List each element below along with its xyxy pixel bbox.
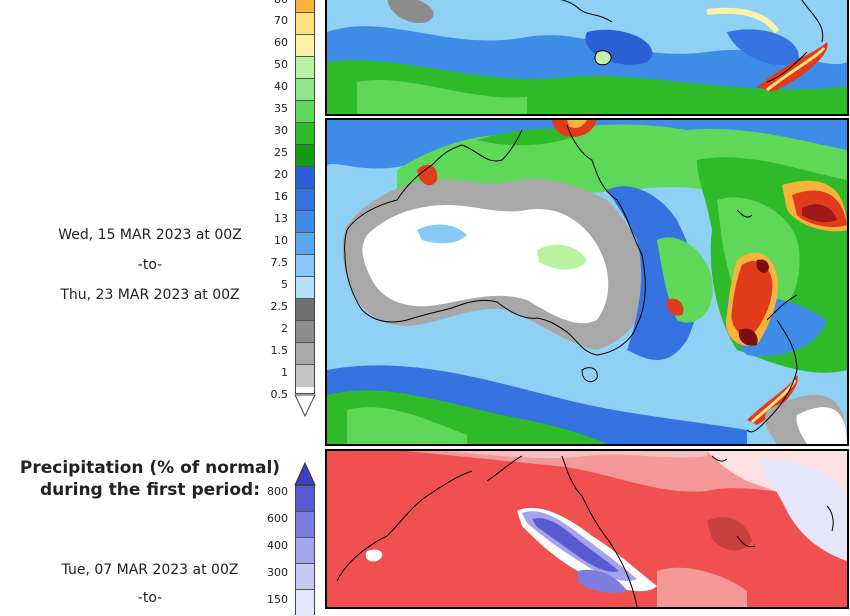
tick-label: 2.5 [270, 300, 289, 313]
tick-label: 7.5 [270, 256, 289, 269]
tick-label: 1 [281, 366, 288, 379]
tick-label: 400 [267, 539, 288, 552]
tick-label: 80 [248, 0, 288, 6]
precip-map-period-1 [325, 0, 849, 116]
tick-label: 600 [267, 512, 288, 525]
tick-label: 35 [274, 102, 288, 115]
period-separator: -to- [137, 257, 163, 273]
first-period-start-date: Tue, 07 MAR 2023 at 00Z [61, 562, 239, 578]
pct-normal-title-line1: Precipitation (% of normal) [19, 458, 281, 478]
period-end-date: Thu, 23 MAR 2023 at 00Z [60, 287, 240, 303]
tick-label: 16 [274, 190, 288, 203]
tick-label: 300 [267, 566, 288, 579]
tick-label: 13 [274, 212, 288, 225]
tick-label: 5 [281, 278, 288, 291]
tick-label: 40 [274, 80, 288, 93]
tick-label: 25 [274, 146, 288, 159]
tick-label: 30 [274, 124, 288, 137]
tick-label: 800 [267, 485, 288, 498]
tick-label: 1.5 [270, 344, 289, 357]
tick-label: 20 [274, 168, 288, 181]
tick-label: 60 [274, 36, 288, 49]
tick-label: 70 [274, 14, 288, 27]
precip-colorbar [295, 0, 315, 394]
tick-label: 10 [274, 234, 288, 247]
colorbar-arrow-down-icon [294, 394, 316, 418]
first-period-separator: -to- [137, 590, 163, 606]
tick-label: 2 [281, 322, 288, 335]
period-start-date: Wed, 15 MAR 2023 at 00Z [58, 227, 242, 243]
tick-label: 0.5 [270, 388, 289, 401]
pct-normal-map [325, 449, 849, 609]
colorbar-arrow-up-icon [294, 462, 316, 486]
tick-label: 50 [274, 58, 288, 71]
precip-map-period-2 [325, 118, 849, 446]
pct-normal-title-line2: during the first period: [39, 480, 261, 500]
